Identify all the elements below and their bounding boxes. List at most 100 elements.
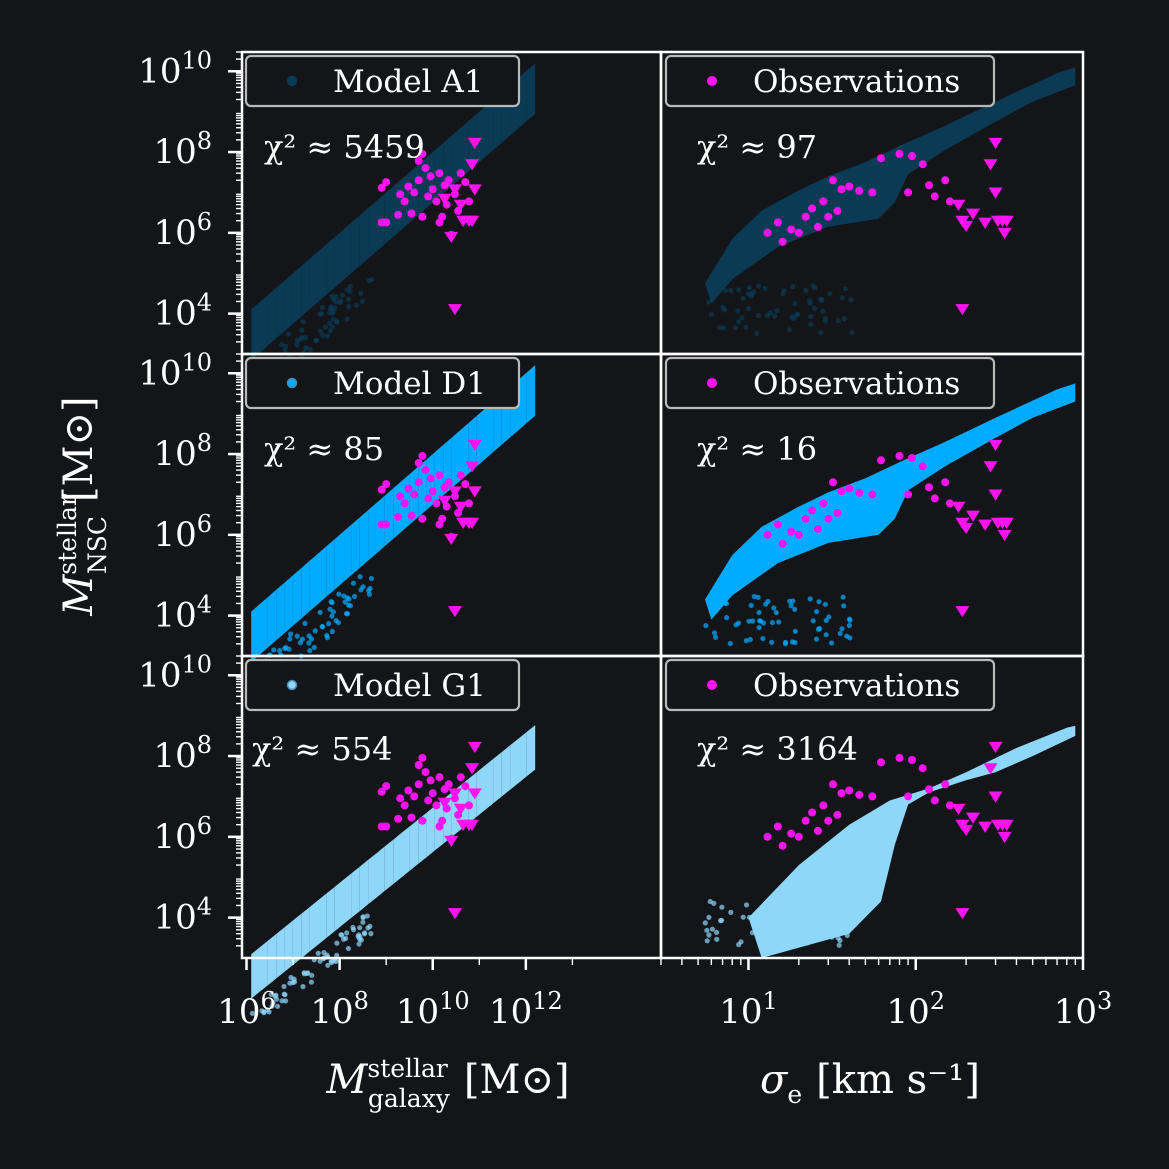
model-point	[330, 324, 336, 330]
model-point	[826, 614, 832, 620]
observation-point	[432, 197, 441, 206]
model-point	[711, 630, 718, 636]
y-tick-label: 106	[153, 510, 212, 555]
model-point	[782, 641, 789, 647]
upper-limit-marker	[447, 184, 462, 196]
chi-squared-label: χ² ≈ 97	[697, 128, 817, 166]
observation-point	[855, 790, 864, 799]
observation-point	[801, 514, 810, 523]
model-band-segment	[334, 880, 343, 932]
observation-point	[407, 209, 416, 218]
tick-exponent: 10	[181, 46, 212, 74]
model-point	[301, 970, 307, 976]
model-point	[810, 618, 816, 624]
tick-exponent: 10	[181, 650, 212, 678]
observation-point	[833, 206, 842, 215]
observation-point	[404, 182, 413, 191]
model-point	[269, 1003, 275, 1009]
observation-point	[456, 471, 465, 480]
model-point	[350, 924, 356, 931]
tick-base: 10	[310, 992, 353, 1032]
observation-point	[414, 478, 423, 487]
observation-point	[808, 506, 817, 515]
model-point	[836, 942, 842, 948]
observations-1-1	[763, 439, 1014, 618]
model-band-segment	[343, 873, 352, 925]
upper-limit-marker	[978, 217, 993, 229]
observation-point	[801, 212, 810, 221]
upper-limit-marker	[955, 606, 970, 618]
legend-marker-observations	[707, 680, 717, 690]
model-point	[294, 342, 300, 348]
observation-point	[845, 484, 854, 493]
model-point	[807, 300, 813, 306]
observation-point	[414, 780, 423, 789]
model-point	[745, 291, 752, 297]
model-point	[335, 620, 342, 626]
model-point	[756, 609, 762, 616]
model-point	[814, 900, 820, 906]
observations-layer	[377, 137, 1014, 920]
observation-point	[421, 466, 430, 475]
model-band-segment	[351, 866, 360, 918]
model-band-segment	[468, 772, 477, 824]
model-point	[367, 585, 373, 592]
observation-point	[444, 478, 453, 487]
observation-point	[778, 841, 787, 850]
model-band-segment	[334, 531, 343, 590]
model-point	[325, 333, 331, 339]
observation-point	[763, 228, 772, 237]
model-band-segment	[326, 539, 335, 597]
observation-point	[444, 780, 453, 789]
model-point	[792, 300, 798, 307]
upper-limit-marker	[444, 533, 459, 546]
model-point	[762, 908, 768, 914]
model-point	[342, 599, 348, 605]
model-point	[839, 295, 845, 301]
observation-point	[382, 218, 391, 227]
model-point	[772, 313, 778, 319]
model-point	[704, 927, 710, 933]
observation-point	[432, 499, 441, 508]
model-point	[300, 319, 306, 325]
observation-point	[426, 172, 435, 181]
model-band-segment	[284, 575, 293, 634]
observation-point	[845, 182, 854, 191]
upper-limit-marker	[951, 199, 966, 211]
model-band-segment	[326, 237, 335, 295]
upper-limit-marker	[467, 137, 482, 150]
observation-point	[904, 188, 913, 197]
model-point	[829, 934, 835, 940]
model-point	[358, 290, 364, 296]
legend-marker-model	[286, 75, 298, 87]
model-point	[308, 636, 315, 642]
tick-exponent: 6	[197, 510, 212, 538]
model-point	[326, 621, 332, 627]
upper-limit-marker	[465, 763, 480, 775]
model-band-segment	[476, 408, 485, 467]
legend-box	[664, 54, 996, 108]
model-point	[282, 645, 288, 652]
axis-title-superscript: stellar	[367, 1054, 448, 1083]
model-point	[837, 630, 843, 637]
upper-limit-marker	[465, 461, 480, 473]
observation-point	[787, 527, 796, 536]
observation-point	[394, 814, 403, 823]
model-point	[330, 609, 336, 615]
observations-0-1	[763, 137, 1014, 316]
model-point	[279, 998, 285, 1004]
model-point	[736, 287, 742, 293]
model-band-segment	[368, 502, 377, 561]
model-point	[728, 287, 734, 293]
observation-point	[435, 822, 444, 831]
model-point	[281, 983, 287, 990]
model-point	[783, 915, 789, 922]
upper-limit-marker	[988, 439, 1003, 452]
x-tick-label-right: 102	[886, 987, 945, 1032]
model-band-segment	[343, 524, 352, 583]
model-point	[334, 319, 340, 325]
observation-point	[461, 178, 470, 187]
observation-point	[418, 514, 427, 523]
legend-label: Model A1	[333, 64, 483, 100]
model-point	[716, 288, 723, 294]
